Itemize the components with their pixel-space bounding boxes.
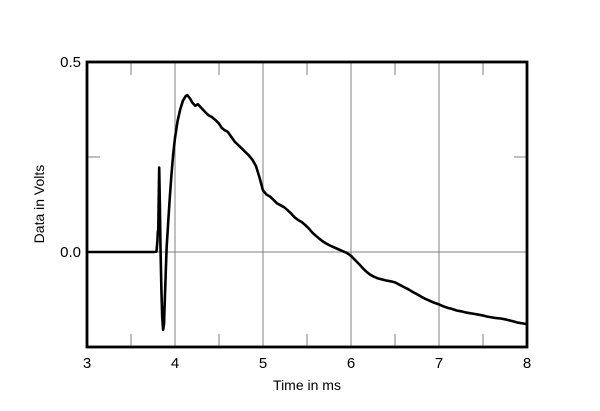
x-tick-label: 4 [171, 355, 179, 372]
x-tick-label: 5 [259, 355, 267, 372]
plot-frame [85, 60, 529, 349]
x-tick-label: 6 [347, 355, 355, 372]
x-tick-label: 8 [523, 355, 531, 372]
data-curve [85, 93, 529, 332]
y-tick-label: 0.5 [60, 54, 81, 71]
x-tick-label: 3 [83, 355, 91, 372]
x-tick-label: 7 [435, 355, 443, 372]
y-tick-label: 0.0 [60, 244, 81, 261]
x-axis-title: Time in ms [273, 377, 341, 393]
y-axis-title: Data in Volts [31, 165, 47, 244]
